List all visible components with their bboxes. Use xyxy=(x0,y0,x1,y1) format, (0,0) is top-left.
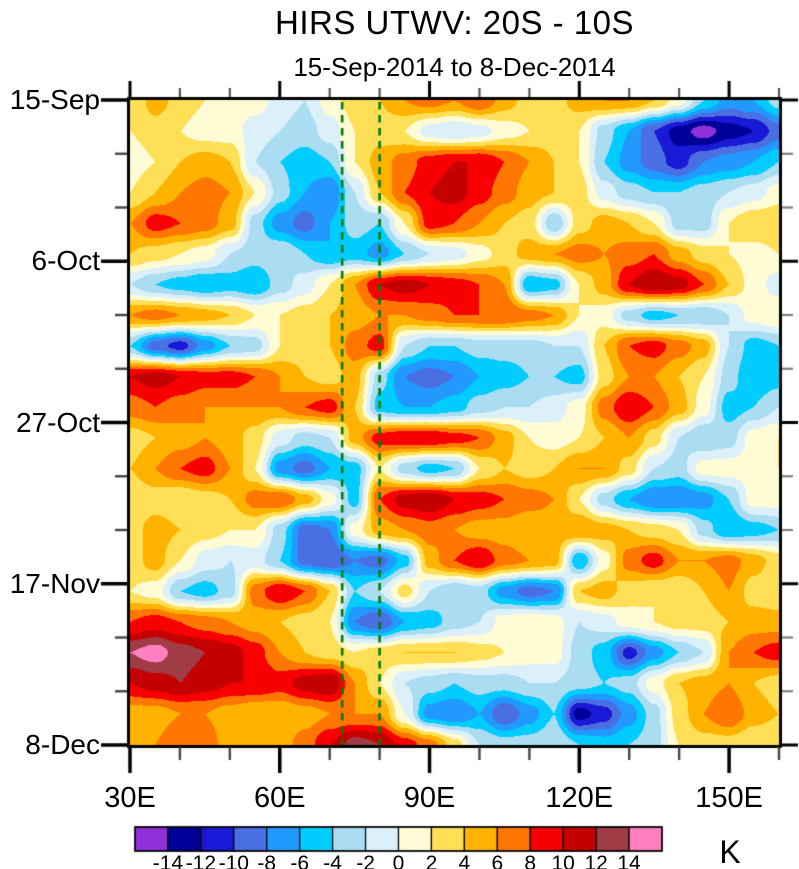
chart-subtitle: 15-Sep-2014 to 8-Dec-2014 xyxy=(293,52,616,82)
colorbar-tick-label: 6 xyxy=(491,852,504,869)
x-axis-tick-label: 60E xyxy=(253,782,306,814)
colorbar-tick-label: 2 xyxy=(425,852,438,869)
colorbar-tick-label: -14 xyxy=(152,852,184,869)
colorbar-tick-label: 10 xyxy=(551,852,575,869)
colorbar-tick-label: -12 xyxy=(185,852,217,869)
y-axis-tick-label: 6-Oct xyxy=(31,245,100,277)
colorbar-tick-label: 8 xyxy=(524,852,537,869)
colorbar-tick-label: 0 xyxy=(392,852,405,869)
colorbar-tick-label: -8 xyxy=(257,852,277,869)
y-axis-tick-label: 27-Oct xyxy=(15,406,100,438)
x-axis-tick-label: 150E xyxy=(695,782,763,814)
colorbar-tick-label: -6 xyxy=(290,852,310,869)
colorbar-tick-label: -2 xyxy=(356,852,375,869)
colorbar-tick-label: 14 xyxy=(617,852,641,869)
colorbar-tick-label: -10 xyxy=(218,852,249,869)
x-axis-tick-label: 30E xyxy=(104,782,156,814)
y-axis-tick-label: 17-Nov xyxy=(9,567,100,599)
chart-title: HIRS UTWV: 20S - 10S xyxy=(274,4,635,41)
colorbar-tick-label: 4 xyxy=(458,852,471,869)
colorbar-tick-label: 12 xyxy=(584,852,608,869)
colorbar-unit-label: K xyxy=(719,834,741,869)
y-axis-tick-label: 8-Dec xyxy=(25,729,100,760)
x-axis-tick-label: 90E xyxy=(403,782,456,814)
colorbar-tick-label: -4 xyxy=(323,852,342,869)
x-axis-tick-label: 120E xyxy=(545,782,614,814)
y-axis-tick-label: 15-Sep xyxy=(9,84,100,115)
